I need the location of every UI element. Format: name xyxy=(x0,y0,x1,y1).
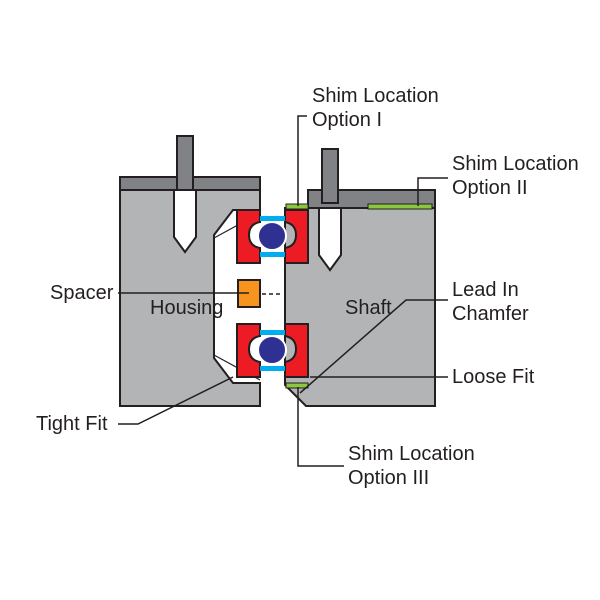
housing-label: Housing xyxy=(150,297,223,319)
label-chamfer-line1: Lead In xyxy=(452,279,519,301)
label-tight-fit: Tight Fit xyxy=(36,413,108,435)
label-shim-1-line1: Shim Location xyxy=(312,85,439,107)
shim-option-3 xyxy=(286,383,308,388)
bearing-lower xyxy=(237,324,308,377)
shim-option-2 xyxy=(368,204,432,209)
shim-option-1 xyxy=(286,204,308,209)
bearing-upper xyxy=(237,210,308,263)
label-spacer: Spacer xyxy=(50,282,114,304)
label-shim-3-line1: Shim Location xyxy=(348,443,475,465)
label-shim-3-line2: Option III xyxy=(348,467,429,489)
label-chamfer-line2: Chamfer xyxy=(452,303,529,325)
label-shim-2-line2: Option II xyxy=(452,177,528,199)
label-loose-fit: Loose Fit xyxy=(452,366,535,388)
label-shim-2-line1: Shim Location xyxy=(452,153,579,175)
shaft-label: Shaft xyxy=(345,297,392,319)
label-shim-1-line2: Option I xyxy=(312,109,382,131)
bearing-diagram: Housing Shaft xyxy=(0,0,600,600)
